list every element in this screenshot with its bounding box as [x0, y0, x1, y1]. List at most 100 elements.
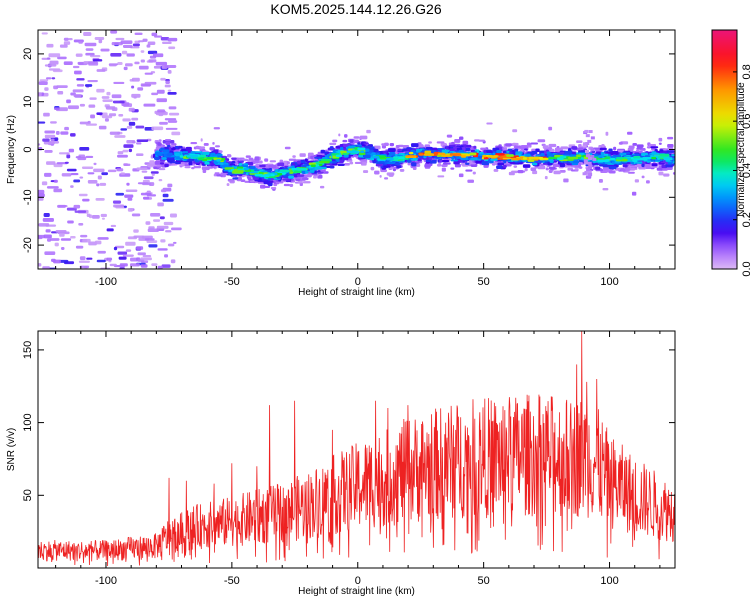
- heatmap-cell: [231, 161, 236, 164]
- heatmap-cell: [119, 263, 128, 267]
- heatmap-cell: [88, 61, 99, 66]
- heatmap-cell: [545, 167, 549, 171]
- heatmap-cell: [193, 165, 202, 169]
- heatmap-cell: [241, 158, 249, 162]
- heatmap-cell: [38, 189, 45, 194]
- heatmap-cell: [111, 94, 122, 99]
- top-xtick-label: 0: [355, 276, 361, 288]
- heatmap-cell: [511, 170, 518, 174]
- heatmap-cell: [38, 197, 44, 201]
- heatmap-cell: [84, 42, 97, 47]
- heatmap-cell: [93, 168, 105, 173]
- heatmap-cell: [585, 134, 590, 138]
- heatmap-cell: [227, 178, 235, 182]
- heatmap-cell: [179, 155, 184, 158]
- heatmap-cell: [143, 103, 156, 107]
- heatmap-cell: [117, 61, 123, 66]
- heatmap-cell: [625, 168, 631, 171]
- heatmap-cell: [437, 175, 445, 178]
- heatmap-cell: [44, 130, 56, 134]
- heatmap-cell: [101, 96, 110, 99]
- heatmap-cell: [547, 153, 554, 157]
- heatmap-cell: [152, 53, 164, 58]
- heatmap-cell: [162, 193, 169, 198]
- heatmap-cell: [142, 255, 152, 258]
- heatmap-cell: [165, 141, 171, 146]
- heatmap-cell: [622, 164, 628, 168]
- top-xlabel: Height of straight line (km): [298, 287, 415, 298]
- heatmap-cell: [78, 40, 83, 44]
- heatmap-cell: [636, 144, 644, 148]
- heatmap-cell: [136, 142, 142, 145]
- heatmap-cell: [96, 88, 105, 93]
- heatmap-cell: [169, 213, 177, 218]
- heatmap-cell: [544, 175, 548, 180]
- heatmap-cell: [667, 144, 674, 148]
- heatmap-cell: [140, 50, 145, 53]
- heatmap-cell: [137, 252, 146, 256]
- heatmap-cell: [167, 120, 178, 123]
- heatmap-cell: [613, 146, 617, 151]
- heatmap-cell: [67, 220, 74, 224]
- heatmap-cell: [106, 257, 113, 261]
- heatmap-cell: [646, 146, 652, 149]
- heatmap-cell: [156, 165, 162, 168]
- heatmap-cell: [169, 158, 176, 162]
- heatmap-cell: [381, 167, 387, 170]
- heatmap-cell: [96, 259, 106, 263]
- heatmap-cell: [398, 157, 405, 160]
- heatmap-cell: [147, 50, 158, 55]
- heatmap-cell: [96, 112, 103, 115]
- heatmap-cell: [55, 131, 60, 135]
- heatmap-cell: [74, 70, 82, 75]
- heatmap-cell: [244, 180, 250, 183]
- heatmap-cell: [363, 170, 369, 173]
- heatmap-cell: [42, 266, 50, 269]
- heatmap-cell: [109, 131, 121, 135]
- heatmap-cell: [548, 166, 556, 170]
- heatmap-cell: [167, 92, 177, 95]
- heatmap-cell: [451, 141, 455, 145]
- heatmap-cell: [122, 118, 131, 122]
- heatmap-cell: [587, 157, 592, 161]
- heatmap-cell: [123, 205, 127, 208]
- heatmap-cell: [146, 240, 158, 243]
- heatmap-cell: [184, 166, 191, 169]
- heatmap-cell: [145, 221, 151, 225]
- heatmap-cell: [100, 48, 110, 52]
- heatmap-cell: [273, 183, 278, 187]
- heatmap-cell: [648, 143, 657, 147]
- heatmap-cell: [359, 135, 368, 140]
- heatmap-cell: [302, 181, 311, 184]
- heatmap-cell: [123, 163, 131, 166]
- heatmap-cell: [658, 142, 662, 145]
- heatmap-cell: [120, 128, 128, 131]
- heatmap-cell: [434, 155, 438, 158]
- heatmap-cell: [399, 168, 405, 172]
- heatmap-cell: [45, 229, 51, 233]
- heatmap-cell: [486, 122, 493, 125]
- heatmap-cell: [587, 170, 592, 174]
- heatmap-cell: [151, 173, 156, 176]
- heatmap-cell: [583, 159, 588, 163]
- heatmap-cell: [407, 159, 412, 163]
- heatmap-cell: [387, 162, 395, 165]
- heatmap-cell: [41, 32, 48, 35]
- heatmap-cell: [46, 186, 59, 189]
- heatmap-cell: [115, 192, 125, 196]
- heatmap-cell: [220, 172, 228, 176]
- heatmap-cell: [76, 78, 85, 81]
- heatmap-cell: [522, 157, 528, 160]
- heatmap-cell: [509, 161, 516, 164]
- heatmap-cell: [337, 163, 345, 166]
- heatmap-cell: [294, 177, 302, 180]
- heatmap-cell: [659, 149, 664, 152]
- heatmap-cell: [154, 156, 160, 160]
- heatmap-cell: [200, 138, 203, 142]
- heatmap-cell: [296, 174, 305, 177]
- heatmap-cell: [587, 139, 592, 143]
- heatmap-cell: [530, 142, 539, 145]
- heatmap-cell: [202, 158, 208, 162]
- heatmap-cell: [584, 161, 589, 165]
